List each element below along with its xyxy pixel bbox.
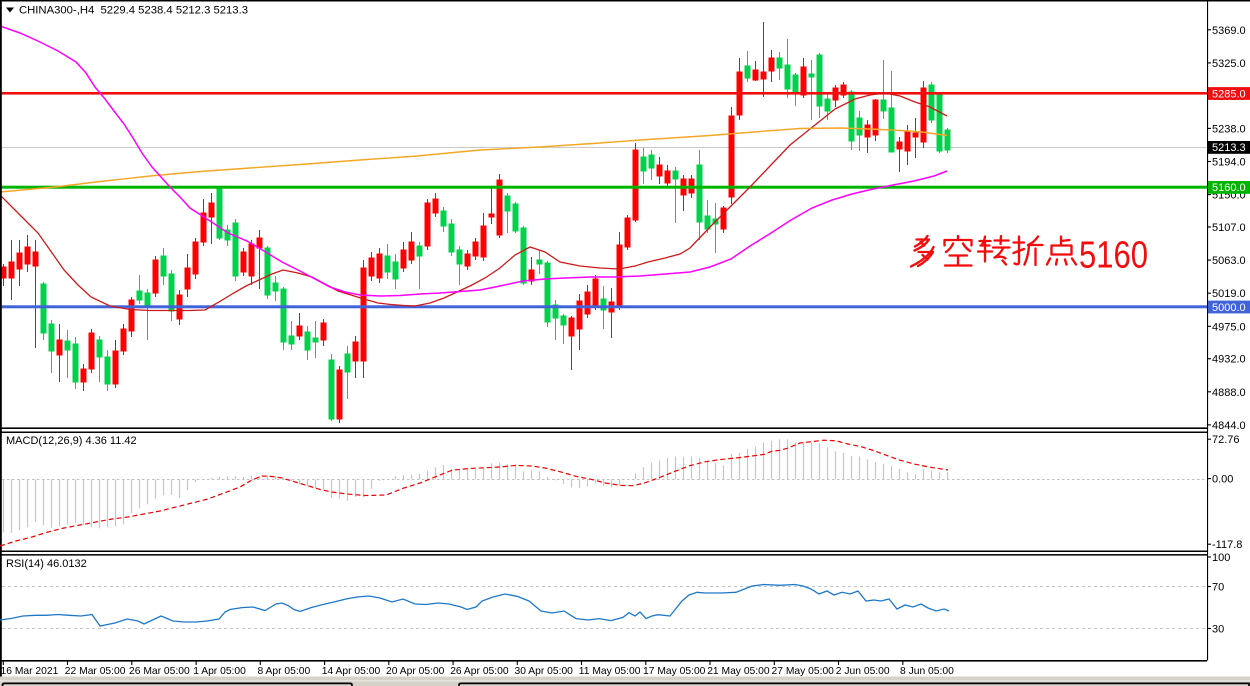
svg-text:MACD(12,26,9) 4.36 11.42: MACD(12,26,9) 4.36 11.42: [6, 435, 137, 447]
svg-text:-117.8: -117.8: [1212, 539, 1242, 551]
svg-text:5019.0: 5019.0: [1212, 288, 1246, 300]
svg-text:21 May 05:00: 21 May 05:00: [707, 666, 770, 677]
svg-text:27 May 05:00: 27 May 05:00: [772, 666, 835, 677]
svg-text:5238.0: 5238.0: [1212, 123, 1246, 135]
svg-text:CHINA300-,H4 5229.4 5238.4 52: CHINA300-,H4 5229.4 5238.4 5212.3 5213.3: [19, 5, 248, 17]
svg-text:16 Mar 2021: 16 Mar 2021: [1, 666, 59, 677]
svg-text:2 Jun 05:00: 2 Jun 05:00: [836, 666, 890, 677]
svg-text:5369.0: 5369.0: [1212, 25, 1246, 37]
svg-text:4932.0: 4932.0: [1212, 354, 1246, 366]
svg-text:5285.0: 5285.0: [1212, 88, 1246, 100]
svg-text:30 Apr 05:00: 30 Apr 05:00: [515, 666, 574, 677]
svg-text:4888.0: 4888.0: [1212, 387, 1246, 399]
svg-text:22 Mar 05:00: 22 Mar 05:00: [65, 666, 126, 677]
svg-text:5107.0: 5107.0: [1212, 222, 1246, 234]
svg-text:RSI(14) 46.0132: RSI(14) 46.0132: [6, 558, 87, 570]
svg-text:4844.0: 4844.0: [1212, 420, 1246, 432]
svg-text:5160: 5160: [1079, 235, 1148, 277]
svg-text:72.76: 72.76: [1212, 434, 1240, 446]
svg-text:5194.0: 5194.0: [1212, 157, 1246, 169]
svg-text:17 May 05:00: 17 May 05:00: [643, 666, 706, 677]
svg-text:26 Mar 05:00: 26 Mar 05:00: [129, 666, 190, 677]
svg-text:8 Apr 05:00: 8 Apr 05:00: [258, 666, 311, 677]
svg-text:5000.0: 5000.0: [1212, 302, 1246, 314]
svg-text:11 May 05:00: 11 May 05:00: [579, 666, 641, 677]
svg-text:30: 30: [1212, 624, 1224, 636]
svg-text:70: 70: [1212, 582, 1224, 594]
svg-text:5213.3: 5213.3: [1212, 142, 1246, 154]
svg-text:14 Apr 05:00: 14 Apr 05:00: [322, 666, 381, 677]
svg-text:20 Apr 05:00: 20 Apr 05:00: [386, 666, 445, 677]
svg-text:5160.0: 5160.0: [1212, 182, 1246, 194]
svg-text:26 Apr 05:00: 26 Apr 05:00: [450, 666, 509, 677]
svg-text:5325.0: 5325.0: [1212, 58, 1246, 70]
svg-text:8 Jun 05:00: 8 Jun 05:00: [900, 666, 954, 677]
svg-text:5063.0: 5063.0: [1212, 255, 1246, 267]
svg-text:100: 100: [1212, 552, 1230, 564]
svg-text:0.00: 0.00: [1212, 474, 1233, 486]
svg-text:1 Apr 05:00: 1 Apr 05:00: [193, 666, 246, 677]
svg-text:4975.0: 4975.0: [1212, 321, 1246, 333]
